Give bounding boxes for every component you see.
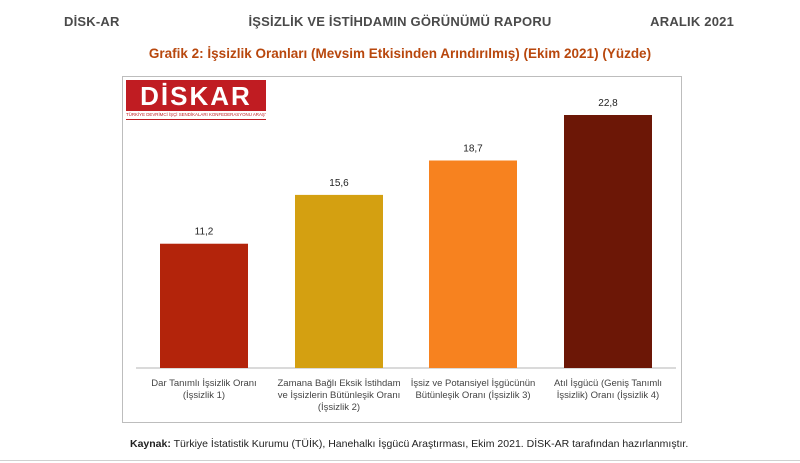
chart-frame <box>122 76 682 423</box>
x-tick-label: Zamana Bağlı Eksik İstihdam <box>277 378 400 389</box>
x-tick-label: (İşsizlik 1) <box>183 390 225 401</box>
x-tick-label: (İşsizlik 2) <box>318 402 360 413</box>
report-header: DİSK-AR İŞSİZLİK VE İSTİHDAMIN GÖRÜNÜMÜ … <box>0 14 800 34</box>
data-label: 18,7 <box>463 143 483 154</box>
bar <box>295 194 383 368</box>
page-divider <box>0 460 800 461</box>
chart-title: Grafik 2: İşsizlik Oranları (Mevsim Etki… <box>148 46 652 61</box>
data-label: 15,6 <box>329 178 349 189</box>
header-org: DİSK-AR <box>64 14 120 29</box>
bar <box>429 160 517 368</box>
header-date: ARALIK 2021 <box>650 14 734 29</box>
data-label: 11,2 <box>195 227 214 238</box>
bar <box>564 115 652 368</box>
x-tick-label: ve İşsizlerin Bütünleşik Oranı <box>278 390 401 401</box>
diskar-logo: DİSKAR TÜRKİYE DEVRİMCİ İŞÇİ SENDİKALARI… <box>126 80 266 120</box>
logo-subtitle: TÜRKİYE DEVRİMCİ İŞÇİ SENDİKALARI KONFED… <box>126 111 266 119</box>
x-tick-label: İşsizlik) Oranı (İşsizlik 4) <box>557 390 659 401</box>
x-tick-label: Atıl İşgücü (Geniş Tanımlı <box>554 378 662 389</box>
source-text: Türkiye İstatistik Kurumu (TÜİK), Haneha… <box>170 438 689 450</box>
logo-wordmark: DİSKAR <box>140 81 252 111</box>
source-note: Kaynak: Türkiye İstatistik Kurumu (TÜİK)… <box>130 438 688 450</box>
x-tick-label: Bütünleşik Oranı (İşsizlik 3) <box>415 390 530 401</box>
source-label: Kaynak: <box>130 438 171 450</box>
x-tick-label: Dar Tanımlı İşsizlik Oranı <box>151 378 256 389</box>
bar <box>160 243 248 368</box>
data-label: 22,8 <box>598 98 618 109</box>
header-report-title: İŞSİZLİK VE İSTİHDAMIN GÖRÜNÜMÜ RAPORU <box>248 14 552 29</box>
x-tick-label: İşsiz ve Potansiyel İşgücünün <box>411 378 536 389</box>
